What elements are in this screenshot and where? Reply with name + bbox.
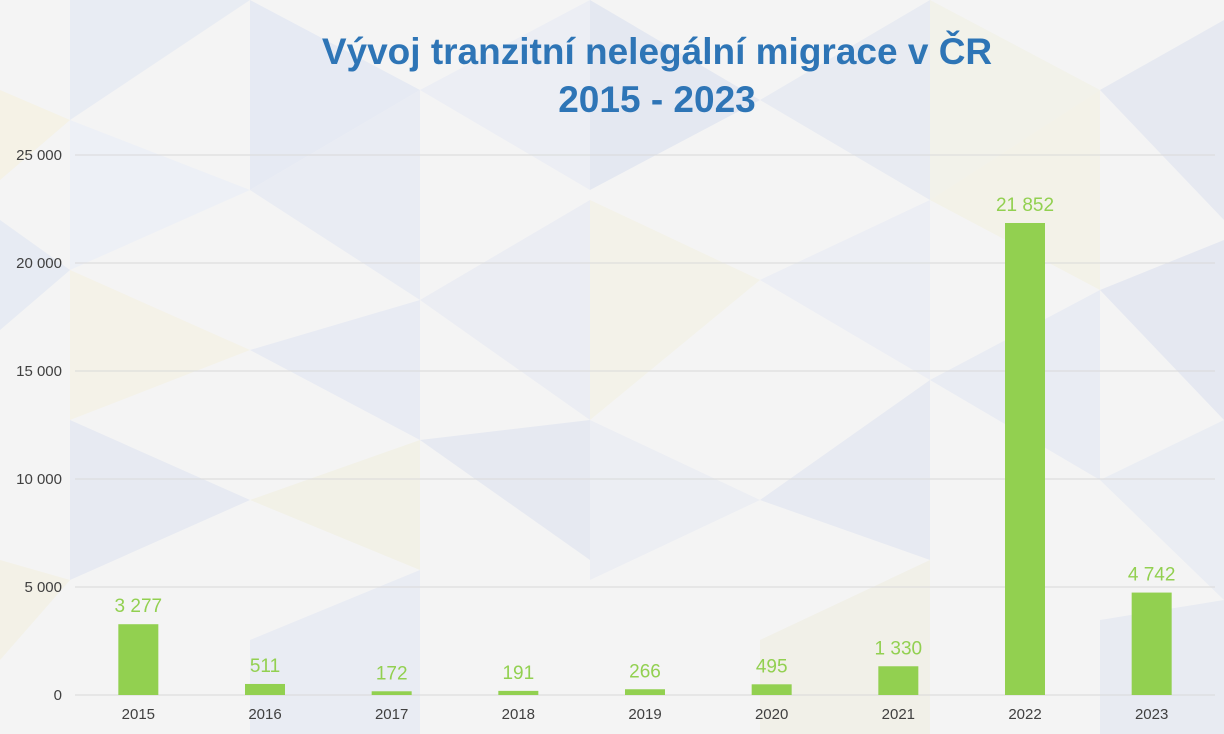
data-label-2022: 21 852 bbox=[996, 195, 1054, 216]
data-label-2023: 4 742 bbox=[1128, 565, 1176, 586]
bar-2015 bbox=[118, 624, 159, 695]
bar-2019 bbox=[625, 689, 665, 695]
data-labels: 3 277 511 172 191 266 495 1 330 21 852 4 742 bbox=[115, 195, 1176, 684]
y-tick-label: 25 000 bbox=[16, 147, 62, 164]
x-tick-label: 2023 bbox=[1135, 706, 1168, 723]
x-tick-label: 2022 bbox=[1008, 706, 1041, 723]
data-label-2020: 495 bbox=[756, 656, 788, 677]
data-label-2019: 266 bbox=[629, 661, 661, 682]
data-label-2016: 511 bbox=[250, 656, 280, 677]
bar-2021 bbox=[878, 666, 919, 695]
bar-2020 bbox=[751, 684, 792, 695]
x-tick-label: 2016 bbox=[248, 706, 281, 723]
chart-title-line-1: Vývoj tranzitní nelegální migrace v ČR bbox=[321, 31, 993, 72]
y-tick-label: 10 000 bbox=[16, 471, 62, 488]
x-tick-label: 2018 bbox=[502, 706, 535, 723]
y-tick-label: 20 000 bbox=[16, 255, 62, 272]
y-axis-ticks: 0 5 000 10 000 15 000 20 000 25 000 bbox=[16, 147, 62, 704]
bar-2017 bbox=[371, 691, 412, 695]
chart-title: Vývoj tranzitní nelegální migrace v ČR 2… bbox=[0, 28, 1224, 124]
x-tick-label: 2017 bbox=[375, 706, 408, 723]
bar-2023 bbox=[1131, 592, 1172, 695]
x-tick-label: 2020 bbox=[755, 706, 788, 723]
chart-title-line-2: 2015 - 2023 bbox=[558, 79, 756, 120]
x-axis-ticks: 2015 2016 2017 2018 2019 2020 2021 2022 2023 bbox=[122, 706, 1169, 723]
bars bbox=[118, 222, 1172, 695]
y-tick-label: 0 bbox=[54, 687, 62, 704]
y-tick-label: 5 000 bbox=[24, 579, 62, 596]
data-label-2021: 1 330 bbox=[875, 638, 923, 659]
bar-2022 bbox=[1005, 222, 1045, 695]
y-tick-label: 15 000 bbox=[16, 363, 62, 380]
data-label-2015: 3 277 bbox=[115, 596, 163, 617]
x-tick-label: 2019 bbox=[628, 706, 661, 723]
bar-2018 bbox=[498, 690, 539, 695]
x-tick-label: 2021 bbox=[882, 706, 915, 723]
bar-2016 bbox=[245, 683, 285, 695]
data-label-2018: 191 bbox=[502, 663, 534, 684]
x-tick-label: 2015 bbox=[122, 706, 155, 723]
data-label-2017: 172 bbox=[376, 663, 408, 684]
